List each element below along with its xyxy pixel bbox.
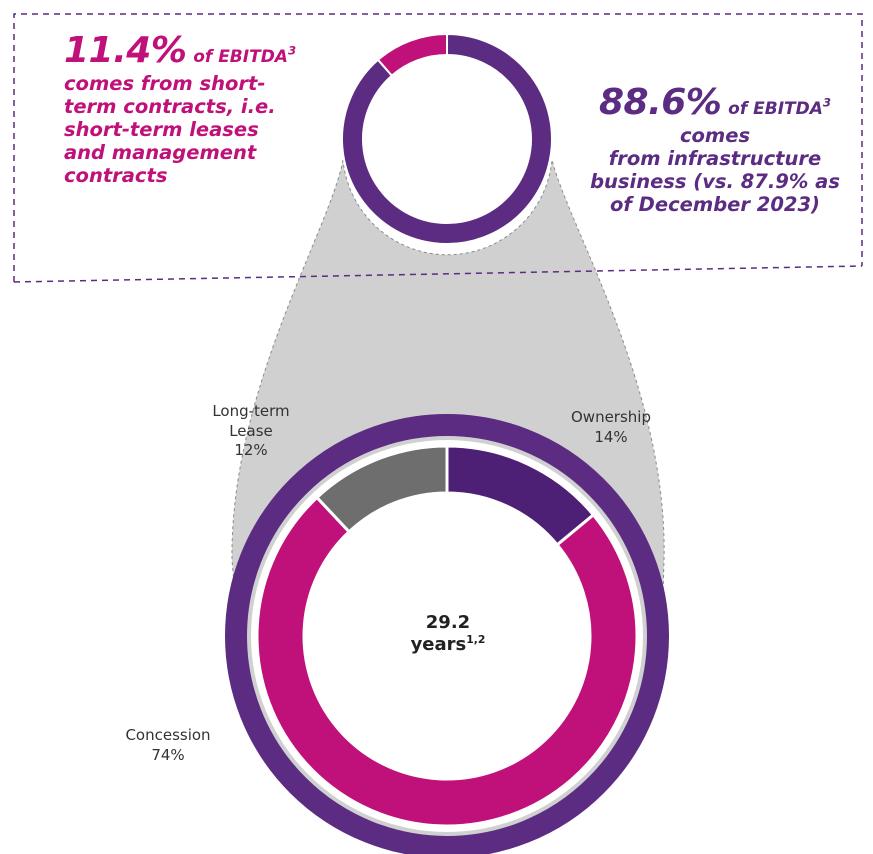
big-outer-ring bbox=[225, 414, 669, 854]
donut-slice-short-term-contracts bbox=[376, 32, 448, 78]
slice-label-concession: Concession 74% bbox=[108, 726, 228, 765]
donut-slice-concession bbox=[255, 495, 639, 828]
center-label-footnote: 1,2 bbox=[466, 632, 486, 646]
left-callout-footnote: 3 bbox=[287, 43, 297, 58]
right-callout-line: of December 2023) bbox=[610, 193, 820, 217]
dashed-frame bbox=[13, 13, 863, 282]
slice-label-value: 12% bbox=[234, 441, 268, 459]
right-callout: 88.6% of EBITDA3 comes from infrastructu… bbox=[574, 82, 856, 216]
left-callout-of-label: of EBITDA bbox=[193, 47, 288, 67]
slice-label-name: Lease bbox=[229, 421, 273, 440]
center-label-unit: years bbox=[410, 633, 467, 655]
slice-label-value: 14% bbox=[594, 427, 628, 446]
left-callout-line: comes from short- bbox=[64, 72, 266, 96]
slice-label-name: Ownership bbox=[571, 408, 651, 426]
slice-label-name: Concession bbox=[125, 726, 211, 744]
slice-label-long-term-lease: Long-term Lease 12% bbox=[196, 402, 306, 461]
big-donut-hole bbox=[304, 493, 590, 779]
center-label: 29.2 years1,2 bbox=[368, 612, 528, 655]
left-callout-line: short-term leases bbox=[64, 118, 259, 142]
left-callout-headline: 11.4% of EBITDA3 bbox=[64, 30, 324, 72]
slice-label-ownership: Ownership 14% bbox=[556, 408, 666, 447]
right-callout-of-label: of EBITDA bbox=[728, 99, 823, 119]
small-donut bbox=[341, 32, 553, 245]
right-callout-line: business (vs. 87.9% as bbox=[590, 170, 840, 194]
left-callout-line: contracts bbox=[64, 164, 168, 188]
right-callout-line: from infrastructure bbox=[608, 147, 822, 171]
slice-label-value: 74% bbox=[151, 745, 185, 764]
slice-label-name: Long-term bbox=[212, 402, 290, 420]
center-label-unit-line: years1,2 bbox=[368, 634, 528, 656]
left-callout-line: and management bbox=[64, 141, 257, 165]
donut-slice-infrastructure-business bbox=[341, 32, 553, 245]
left-callout-percent: 11.4% bbox=[64, 30, 187, 71]
right-callout-line: comes bbox=[679, 124, 751, 148]
left-callout: 11.4% of EBITDA3 comes from short- term … bbox=[64, 30, 324, 187]
right-callout-percent: 88.6% bbox=[598, 82, 722, 123]
right-callout-headline: 88.6% of EBITDA3 bbox=[574, 82, 856, 124]
dashed-frame-bottom bbox=[13, 265, 863, 283]
right-callout-footnote: 3 bbox=[822, 95, 832, 110]
center-label-value: 29.2 bbox=[425, 612, 471, 633]
left-callout-line: term contracts, i.e. bbox=[64, 95, 276, 119]
